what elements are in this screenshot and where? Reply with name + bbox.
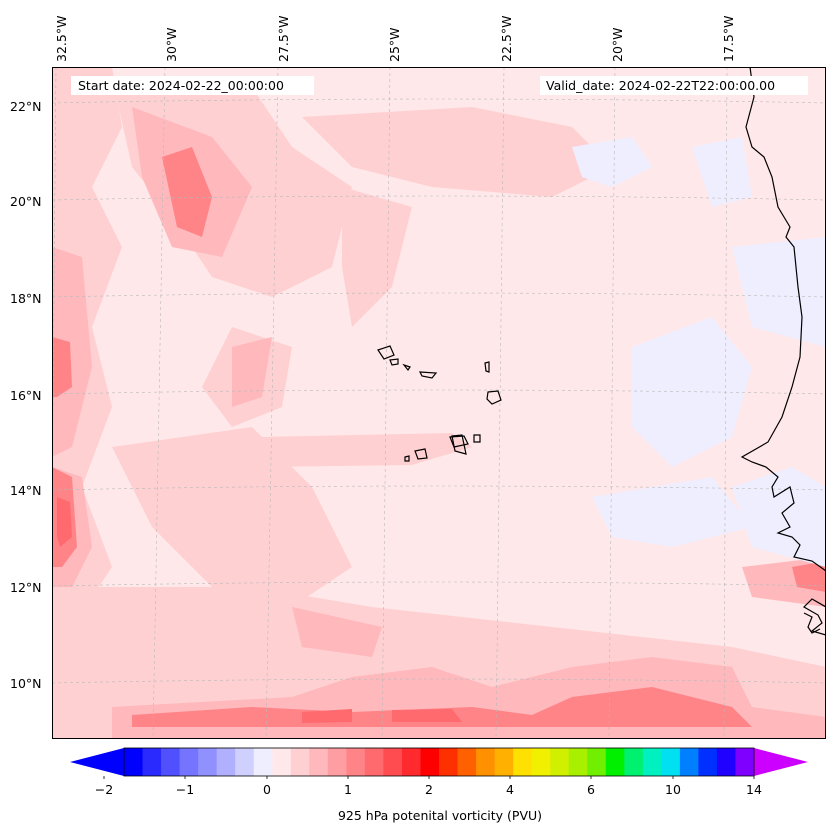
colorbar-outline [123, 747, 755, 777]
colorbar-cell [420, 748, 440, 776]
colorbar-cell [401, 748, 421, 776]
colorbar-cell [253, 748, 273, 776]
lon-label: 30°W [164, 27, 179, 62]
colorbar-cell [476, 748, 496, 776]
pv-patch-medium [52, 247, 92, 457]
lat-label: 10°N [10, 676, 42, 691]
lat-label: 20°N [10, 194, 42, 209]
colorbar-arrow-high [754, 748, 808, 776]
colorbar-cell [383, 748, 403, 776]
colorbar-cell [198, 748, 218, 776]
colorbar-cell [605, 748, 625, 776]
colorbar-cell [735, 748, 755, 776]
colorbar-tick-label: −2 [94, 782, 114, 797]
colorbar-tick-label: 4 [506, 782, 514, 797]
colorbar-cell [142, 748, 162, 776]
african-coastline [803, 612, 821, 634]
african-coastline [740, 67, 826, 636]
lat-label: 16°N [10, 388, 42, 403]
pv-patch-darkest [302, 709, 352, 723]
colorbar-cell [494, 748, 514, 776]
colorbar-cell [624, 748, 644, 776]
pv-patch-light [342, 187, 412, 327]
lon-label: 17.5°W [721, 15, 736, 62]
colorbar-tick-label: 2 [425, 782, 433, 797]
pv-patch-medium [232, 337, 272, 407]
colorbar-cell [309, 748, 329, 776]
lon-label: 25°W [387, 27, 402, 62]
colorbar-cell [716, 748, 736, 776]
pv-patch-darkest [57, 497, 72, 547]
pv-patch-negative [572, 137, 652, 187]
colorbar-tick-label: 0 [263, 782, 271, 797]
lon-label: 20°W [610, 27, 625, 62]
pv-patch-negative [732, 467, 826, 567]
colorbar-cell [346, 748, 366, 776]
cape-verde-islands [377, 345, 502, 462]
pv-patch-darkest [392, 709, 462, 722]
colorbar-cell [698, 748, 718, 776]
valid-date-label: Valid_date: 2024-02-22T22:00:00.00 [540, 76, 808, 95]
colorbar-cell [439, 748, 459, 776]
colorbar-cell [642, 748, 662, 776]
pv-patch-strong [52, 337, 72, 397]
colorbar-tick-label: 1 [344, 782, 352, 797]
pv-patch-light [112, 427, 352, 607]
colorbar-cell [124, 748, 144, 776]
colorbar-cell [161, 748, 181, 776]
colorbar-cell [531, 748, 551, 776]
colorbar-cell [457, 748, 477, 776]
colorbar-cell [290, 748, 310, 776]
colorbar-cell [513, 748, 533, 776]
colorbar-cell [661, 748, 681, 776]
colorbar-arrow-low [70, 748, 124, 776]
pv-field [52, 67, 826, 739]
lon-label: 32.5°W [54, 15, 69, 62]
colorbar-label: 925 hPa potenital vorticity (PVU) [337, 808, 543, 823]
lat-label: 14°N [10, 483, 42, 498]
colorbar-cell [327, 748, 347, 776]
map-panel[interactable] [52, 67, 826, 739]
lat-label: 18°N [10, 291, 42, 306]
pv-patch-negative [732, 237, 826, 347]
pv-patch-negative [632, 317, 752, 467]
colorbar-cell [272, 748, 292, 776]
colorbar-cell [587, 748, 607, 776]
colorbar-tick-label: 6 [587, 782, 595, 797]
pv-patch-strong [162, 147, 212, 237]
pv-patch-negative [692, 137, 752, 207]
colorbar-cell [679, 748, 699, 776]
colorbar [70, 747, 808, 779]
gridlines [52, 67, 826, 739]
pv-patch-strong [792, 561, 826, 592]
pv-patch-negative [592, 477, 752, 547]
colorbar-cell [550, 748, 570, 776]
colorbar-tick-label: 14 [746, 782, 762, 797]
colorbar-cell [568, 748, 588, 776]
colorbar-cell [235, 748, 255, 776]
colorbar-cell [216, 748, 236, 776]
lon-label: 22.5°W [499, 15, 514, 62]
pv-patch-light [302, 107, 612, 197]
colorbar-cell [364, 748, 384, 776]
lat-label: 22°N [10, 99, 42, 114]
start-date-label: Start date: 2024-02-22_00:00:00 [71, 76, 314, 95]
pv-patch-strong [132, 687, 752, 727]
colorbar-tick-label: −1 [175, 782, 195, 797]
pv-patch-medium [292, 607, 382, 657]
lon-label: 27.5°W [276, 15, 291, 62]
pv-patch-light [262, 433, 472, 467]
colorbar-tick-label: 10 [665, 782, 681, 797]
lat-label: 12°N [10, 580, 42, 595]
colorbar-cell [179, 748, 199, 776]
